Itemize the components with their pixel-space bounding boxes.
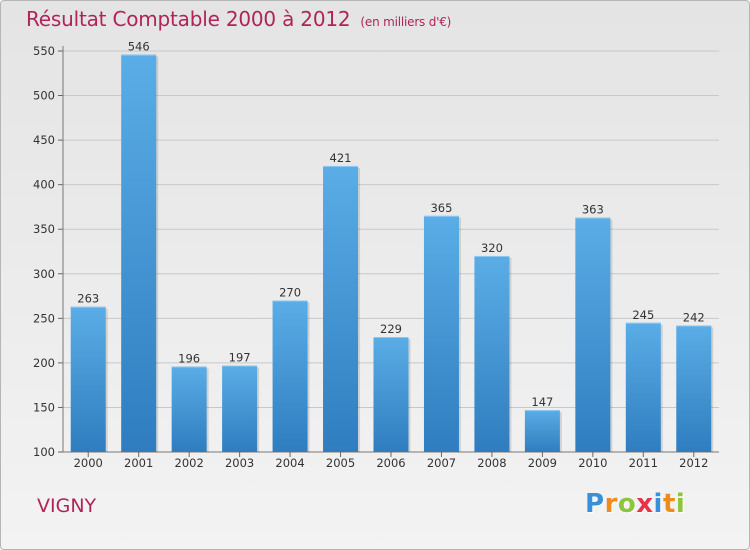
- data-label: 421: [330, 151, 352, 165]
- logo-letter: x: [636, 489, 654, 519]
- bar: [423, 215, 459, 452]
- bar: [70, 306, 106, 452]
- data-label: 242: [683, 310, 705, 324]
- x-tick-label: 2001: [124, 456, 153, 470]
- bars: [70, 54, 714, 452]
- proxiti-logo[interactable]: Proxiti: [585, 489, 685, 519]
- data-label: 147: [531, 395, 553, 409]
- x-tick-label: 2006: [376, 456, 405, 470]
- chart-title: Résultat Comptable 2000 à 2012 (en millie…: [26, 7, 451, 31]
- logo-letter: i: [653, 489, 663, 519]
- y-tick-label: 150: [33, 400, 55, 414]
- bar: [373, 337, 409, 452]
- bar: [222, 365, 258, 452]
- data-label: 196: [178, 351, 200, 365]
- x-tick-label: 2011: [629, 456, 658, 470]
- y-tick-label: 500: [33, 89, 55, 103]
- y-tick-label: 450: [33, 133, 55, 147]
- x-tick-label: 2007: [427, 456, 456, 470]
- y-tick-label: 400: [33, 178, 55, 192]
- y-tick-label: 350: [33, 222, 55, 236]
- x-tick-label: 2004: [275, 456, 304, 470]
- x-tick-label: 2008: [477, 456, 506, 470]
- y-tick-label: 250: [33, 311, 55, 325]
- bar: [676, 325, 712, 452]
- data-label: 263: [77, 292, 99, 306]
- bar: [171, 366, 207, 452]
- bar: [272, 300, 308, 452]
- bar: [575, 217, 611, 452]
- data-label: 245: [632, 308, 654, 322]
- chart-title-text: Résultat Comptable 2000 à 2012: [26, 7, 351, 31]
- y-tick-label: 550: [33, 44, 55, 58]
- logo-letter: t: [662, 489, 676, 519]
- chart-subtitle: (en milliers d'€): [360, 15, 452, 29]
- bar: [474, 255, 510, 452]
- x-tick-label: 2002: [175, 456, 204, 470]
- x-tick-label: 2009: [528, 456, 557, 470]
- bar: [323, 165, 359, 452]
- data-label: 197: [229, 351, 251, 365]
- logo-letter: r: [604, 489, 618, 519]
- data-label: 546: [128, 40, 150, 54]
- data-label: 229: [380, 322, 402, 336]
- logo-letter: i: [675, 489, 686, 519]
- x-tick-label: 2003: [225, 456, 254, 470]
- x-tick-label: 2010: [578, 456, 607, 470]
- data-label: 365: [430, 201, 452, 215]
- y-tick-label: 200: [33, 356, 55, 370]
- bar: [625, 322, 661, 452]
- data-label: 270: [279, 286, 301, 300]
- bar: [524, 410, 560, 452]
- x-tick-label: 2005: [326, 456, 355, 470]
- logo-letter: P: [585, 489, 605, 519]
- location-name: VIGNY: [37, 495, 97, 517]
- bar: [121, 54, 157, 452]
- y-tick-label: 300: [33, 267, 55, 281]
- y-tick-label: 100: [33, 445, 55, 459]
- data-label: 363: [582, 203, 604, 217]
- data-label: 320: [481, 241, 503, 255]
- logo-letter: o: [617, 489, 637, 519]
- x-tick-label: 2012: [679, 456, 708, 470]
- x-tick-label: 2000: [74, 456, 103, 470]
- labels: 100 150 200 250 300 350 400 450 500 550 2000 263 200…: [33, 40, 708, 470]
